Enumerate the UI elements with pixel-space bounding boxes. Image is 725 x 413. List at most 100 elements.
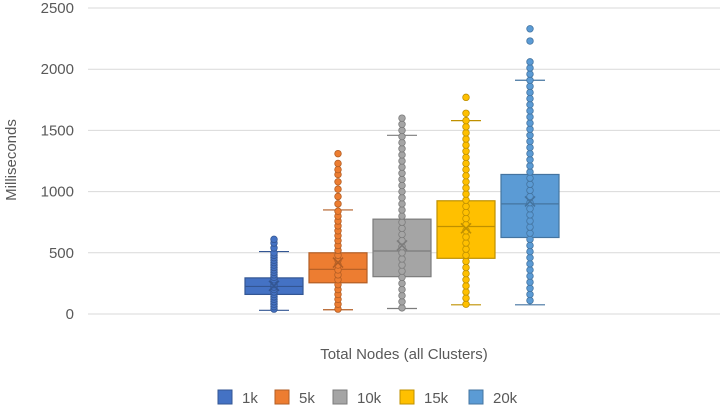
data-point bbox=[398, 175, 406, 184]
data-point bbox=[462, 245, 470, 253]
data-point bbox=[398, 163, 406, 171]
data-point bbox=[462, 208, 470, 217]
data-point bbox=[526, 180, 534, 188]
legend-swatch bbox=[217, 389, 233, 405]
y-tick-label: 1500 bbox=[41, 122, 74, 139]
data-point bbox=[526, 125, 534, 133]
data-point bbox=[526, 58, 534, 66]
data-point bbox=[526, 174, 534, 182]
data-point bbox=[462, 153, 470, 162]
data-point bbox=[526, 205, 534, 213]
data-point bbox=[526, 88, 534, 97]
data-point bbox=[462, 184, 470, 192]
data-point bbox=[526, 143, 534, 152]
y-axis-ticks: 0 500 1000 1500 2000 2500 bbox=[41, 0, 74, 323]
data-point bbox=[334, 178, 342, 186]
y-tick-label: 500 bbox=[49, 245, 74, 262]
data-point bbox=[398, 224, 406, 233]
data-point bbox=[462, 93, 470, 102]
legend-label: 20k bbox=[493, 390, 518, 407]
mean-marker bbox=[460, 222, 472, 234]
data-point bbox=[526, 278, 534, 286]
data-point bbox=[334, 200, 342, 208]
box-series-15k bbox=[436, 93, 496, 308]
data-point bbox=[526, 64, 534, 72]
data-point bbox=[398, 126, 406, 135]
data-point bbox=[526, 37, 534, 45]
data-point bbox=[526, 241, 534, 250]
data-point bbox=[526, 229, 534, 237]
data-point bbox=[526, 272, 534, 280]
data-point bbox=[526, 100, 534, 109]
data-point bbox=[526, 76, 534, 84]
data-point bbox=[462, 214, 470, 223]
data-point bbox=[398, 169, 406, 177]
data-point bbox=[526, 211, 534, 219]
legend-item-15k: 15k bbox=[399, 389, 449, 407]
data-point bbox=[462, 269, 470, 278]
data-point bbox=[270, 235, 278, 244]
legend-swatch bbox=[274, 389, 290, 405]
data-point bbox=[462, 141, 470, 149]
legend: 1k 5k 10k 15k 20k bbox=[217, 389, 518, 407]
data-point bbox=[462, 233, 470, 241]
data-point bbox=[526, 253, 534, 262]
data-point bbox=[526, 119, 534, 127]
mean-marker bbox=[524, 195, 536, 207]
legend-item-10k: 10k bbox=[332, 389, 382, 407]
data-point bbox=[334, 192, 342, 201]
data-point bbox=[398, 181, 406, 190]
data-point bbox=[398, 291, 406, 300]
data-point bbox=[462, 178, 470, 186]
data-point bbox=[462, 202, 470, 210]
data-point bbox=[398, 267, 406, 275]
data-point bbox=[398, 145, 406, 153]
data-point bbox=[526, 247, 534, 256]
box-series-10k bbox=[372, 114, 432, 312]
y-tick-label: 2000 bbox=[41, 61, 74, 78]
legend-swatch bbox=[399, 389, 415, 405]
data-point bbox=[398, 206, 406, 214]
data-point bbox=[398, 114, 406, 122]
data-point bbox=[462, 147, 470, 155]
data-point bbox=[462, 190, 470, 198]
data-point bbox=[462, 135, 470, 143]
data-point bbox=[398, 200, 406, 208]
data-point bbox=[526, 149, 534, 158]
data-point bbox=[526, 260, 534, 268]
data-point bbox=[334, 185, 342, 193]
data-point bbox=[398, 230, 406, 239]
data-point bbox=[526, 25, 534, 33]
data-point bbox=[526, 137, 534, 146]
data-point bbox=[526, 296, 534, 305]
data-point bbox=[398, 285, 406, 294]
y-tick-label: 0 bbox=[66, 306, 74, 323]
legend-label: 5k bbox=[299, 390, 315, 407]
data-point bbox=[398, 255, 406, 263]
data-point bbox=[398, 261, 406, 269]
data-point bbox=[526, 113, 534, 121]
data-point bbox=[526, 156, 534, 164]
data-point bbox=[398, 212, 406, 220]
data-point bbox=[462, 165, 470, 174]
legend-item-5k: 5k bbox=[274, 389, 315, 407]
box-series-1k bbox=[244, 235, 304, 313]
data-point bbox=[462, 196, 470, 204]
data-point bbox=[462, 129, 470, 137]
y-tick-label: 2500 bbox=[41, 0, 74, 17]
mean-marker bbox=[396, 239, 408, 252]
data-point bbox=[398, 138, 406, 147]
data-point bbox=[526, 284, 534, 292]
mean-marker bbox=[332, 257, 344, 269]
data-point bbox=[526, 223, 534, 231]
legend-item-1k: 1k bbox=[217, 389, 258, 407]
data-point bbox=[526, 162, 534, 170]
legend-swatch bbox=[332, 389, 348, 405]
data-point bbox=[398, 120, 406, 128]
legend-swatch bbox=[468, 389, 484, 405]
data-point bbox=[398, 279, 406, 288]
data-point bbox=[398, 249, 406, 257]
data-point bbox=[334, 207, 342, 215]
data-point bbox=[462, 263, 470, 272]
data-point bbox=[526, 168, 534, 176]
